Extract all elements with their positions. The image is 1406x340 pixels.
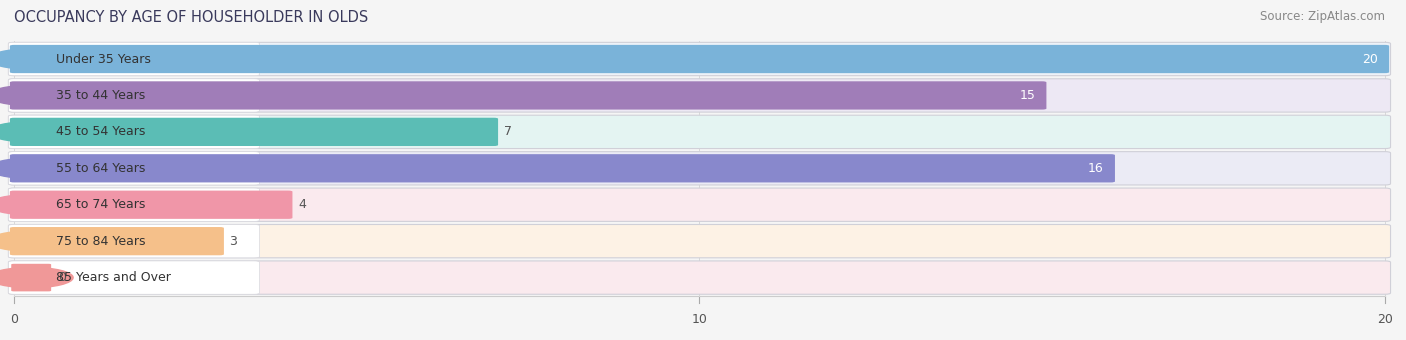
Text: 0: 0 — [10, 313, 18, 326]
FancyBboxPatch shape — [8, 79, 260, 112]
Text: 55 to 64 Years: 55 to 64 Years — [56, 162, 146, 175]
Text: 85 Years and Over: 85 Years and Over — [56, 271, 172, 284]
FancyBboxPatch shape — [8, 224, 260, 258]
FancyBboxPatch shape — [10, 81, 1046, 109]
Circle shape — [0, 267, 73, 288]
Circle shape — [0, 158, 73, 178]
FancyBboxPatch shape — [8, 188, 260, 221]
FancyBboxPatch shape — [8, 115, 260, 149]
FancyBboxPatch shape — [10, 191, 292, 219]
FancyBboxPatch shape — [8, 261, 260, 294]
Text: 10: 10 — [692, 313, 707, 326]
Text: 65 to 74 Years: 65 to 74 Years — [56, 198, 146, 211]
Text: 7: 7 — [503, 125, 512, 138]
Text: 35 to 44 Years: 35 to 44 Years — [56, 89, 145, 102]
Text: 4: 4 — [298, 198, 307, 211]
Text: OCCUPANCY BY AGE OF HOUSEHOLDER IN OLDS: OCCUPANCY BY AGE OF HOUSEHOLDER IN OLDS — [14, 10, 368, 25]
Text: 45 to 54 Years: 45 to 54 Years — [56, 125, 146, 138]
FancyBboxPatch shape — [8, 152, 1391, 185]
FancyBboxPatch shape — [8, 42, 260, 76]
FancyBboxPatch shape — [11, 264, 51, 291]
FancyBboxPatch shape — [10, 154, 1115, 183]
Text: 16: 16 — [1088, 162, 1104, 175]
FancyBboxPatch shape — [8, 79, 1391, 112]
Circle shape — [0, 194, 73, 215]
FancyBboxPatch shape — [8, 224, 1391, 258]
FancyBboxPatch shape — [8, 115, 1391, 149]
Text: 20: 20 — [1376, 313, 1393, 326]
Text: 0: 0 — [58, 271, 66, 284]
FancyBboxPatch shape — [10, 45, 1389, 73]
Circle shape — [0, 122, 73, 142]
Text: Source: ZipAtlas.com: Source: ZipAtlas.com — [1260, 10, 1385, 23]
FancyBboxPatch shape — [10, 118, 498, 146]
FancyBboxPatch shape — [8, 152, 260, 185]
Text: 75 to 84 Years: 75 to 84 Years — [56, 235, 146, 248]
Text: 15: 15 — [1019, 89, 1035, 102]
Circle shape — [0, 49, 73, 69]
FancyBboxPatch shape — [10, 227, 224, 255]
Text: Under 35 Years: Under 35 Years — [56, 52, 150, 66]
FancyBboxPatch shape — [8, 42, 1391, 76]
Text: 3: 3 — [229, 235, 238, 248]
Circle shape — [0, 85, 73, 106]
Circle shape — [0, 231, 73, 251]
FancyBboxPatch shape — [8, 188, 1391, 221]
Text: 20: 20 — [1362, 52, 1378, 66]
FancyBboxPatch shape — [8, 261, 1391, 294]
